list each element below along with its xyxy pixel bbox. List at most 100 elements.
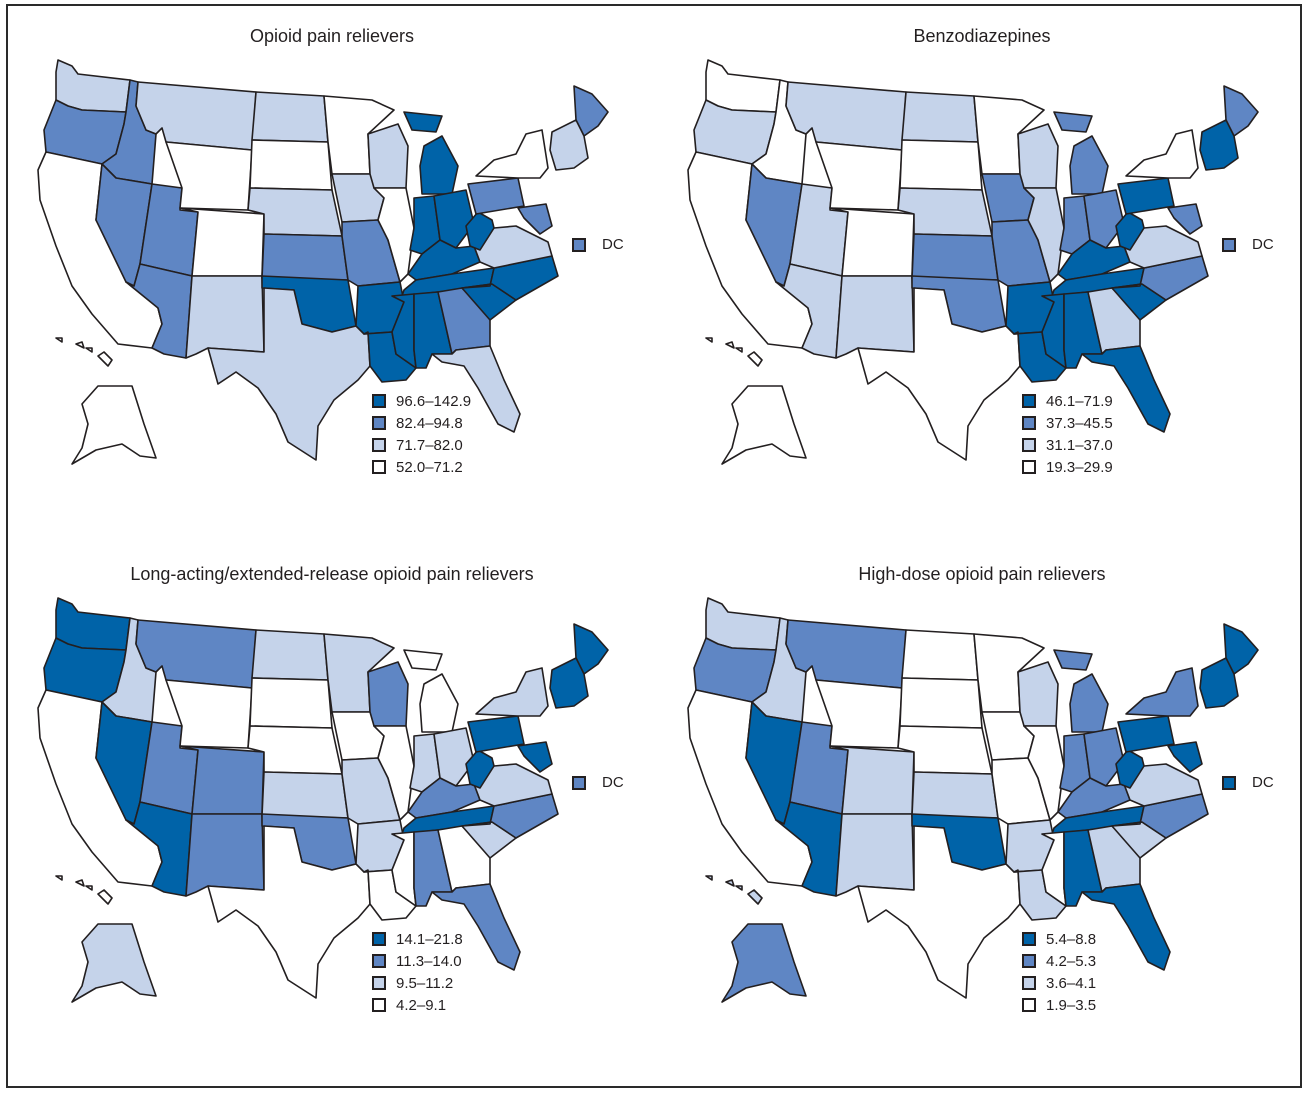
state-ak (71, 385, 157, 465)
legend-swatch (372, 954, 386, 968)
legend-label: 9.5–11.2 (396, 974, 454, 992)
state-ne6 (549, 119, 589, 171)
legend-item: 52.0–71.2 (372, 456, 471, 478)
us-choropleth-map (687, 59, 1259, 465)
legend-item: 46.1–71.9 (1022, 390, 1113, 412)
state-sd (249, 677, 333, 729)
state-md (1167, 203, 1203, 235)
us-choropleth-map (687, 597, 1259, 1003)
legend-item: 3.6–4.1 (1022, 972, 1096, 994)
state-ak (721, 385, 807, 465)
state-wi (367, 123, 409, 189)
state-nd (251, 91, 329, 143)
state-mi (1053, 111, 1109, 195)
state-sd (249, 139, 333, 191)
legend-item: 96.6–142.9 (372, 390, 471, 412)
state-hi (55, 337, 113, 367)
state-il (1023, 725, 1065, 821)
legend-label: 5.4–8.8 (1046, 930, 1097, 948)
legend-swatch (1022, 394, 1036, 408)
state-tx (857, 825, 1021, 999)
state-fl (431, 883, 521, 971)
dc-swatch (1222, 237, 1236, 252)
legend-item: 19.3–29.9 (1022, 456, 1113, 478)
legend-item: 11.3–14.0 (372, 950, 463, 972)
state-mi (403, 649, 459, 733)
dc-indicator: DC (572, 774, 624, 791)
state-ks (261, 771, 349, 819)
state-pa (1117, 177, 1175, 215)
state-nm (835, 813, 915, 897)
state-tx (857, 287, 1021, 461)
legend-swatch (1022, 460, 1036, 474)
dc-indicator: DC (1222, 236, 1274, 253)
legend-swatch (1022, 954, 1036, 968)
state-wa (55, 597, 131, 651)
panel-title: Opioid pain relievers (249, 26, 415, 46)
state-oh (1083, 727, 1125, 787)
legend-swatch (372, 998, 386, 1012)
state-oh (1083, 189, 1125, 249)
state-hi (705, 337, 763, 367)
state-fl (1081, 345, 1171, 433)
legend-label: 31.1–37.0 (1046, 436, 1113, 454)
legend: 46.1–71.9 37.3–45.5 31.1–37.0 19.3–29.9 (1022, 390, 1113, 478)
map-panel-opioid: Opioid pain relievers DC 96.6–142.9 82.4… (12, 10, 652, 550)
state-fl (431, 345, 521, 433)
map-panel-high-dose-opioid: High-dose opioid pain relievers DC 5.4–8… (662, 548, 1302, 1088)
state-oh (433, 727, 475, 787)
map-panel-la-er-opioid: Long-acting/extended-release opioid pain… (12, 548, 652, 1088)
legend-label: 52.0–71.2 (396, 458, 463, 476)
legend-item: 9.5–11.2 (372, 972, 463, 994)
state-ny (475, 667, 549, 717)
state-nm (185, 275, 265, 359)
legend: 96.6–142.9 82.4–94.8 71.7–82.0 52.0–71.2 (372, 390, 471, 478)
state-mi (1053, 649, 1109, 733)
legend-label: 19.3–29.9 (1046, 458, 1113, 476)
legend-label: 4.2–9.1 (396, 996, 447, 1014)
legend-label: 71.7–82.0 (396, 436, 463, 454)
legend-item: 37.3–45.5 (1022, 412, 1113, 434)
legend-item: 82.4–94.8 (372, 412, 471, 434)
state-fl (1081, 883, 1171, 971)
legend-item: 1.9–3.5 (1022, 994, 1096, 1016)
state-wa (705, 597, 781, 651)
state-ny (1125, 129, 1199, 179)
us-choropleth-map (37, 59, 609, 465)
state-il (1023, 187, 1065, 283)
state-md (517, 203, 553, 235)
legend-label: 4.2–5.3 (1046, 952, 1097, 970)
legend-label: 11.3–14.0 (396, 952, 462, 970)
state-mi (403, 111, 459, 195)
figure-frame: Opioid pain relievers DC 96.6–142.9 82.4… (6, 4, 1302, 1088)
state-wa (55, 59, 131, 113)
state-oh (433, 189, 475, 249)
state-nd (901, 629, 979, 681)
state-wi (1017, 661, 1059, 727)
legend-label: 1.9–3.5 (1046, 996, 1097, 1014)
legend-swatch (372, 438, 386, 452)
state-pa (1117, 715, 1175, 753)
state-wi (367, 661, 409, 727)
state-wy (165, 679, 253, 749)
state-tx (207, 825, 371, 999)
state-pa (467, 177, 525, 215)
dc-label: DC (602, 236, 624, 253)
dc-indicator: DC (572, 236, 624, 253)
legend-swatch (1022, 932, 1036, 946)
state-hi (705, 875, 763, 905)
legend-swatch (1022, 416, 1036, 430)
state-ak (721, 923, 807, 1003)
state-ks (911, 233, 999, 281)
legend-item: 14.1–21.8 (372, 928, 463, 950)
state-va (1123, 763, 1203, 807)
legend-item: 4.2–9.1 (372, 994, 463, 1016)
legend-label: 14.1–21.8 (396, 930, 463, 948)
state-wa (705, 59, 781, 113)
legend-item: 5.4–8.8 (1022, 928, 1096, 950)
state-hi (55, 875, 113, 905)
legend-swatch (1022, 998, 1036, 1012)
state-ks (911, 771, 999, 819)
legend-swatch (1022, 438, 1036, 452)
dc-label: DC (602, 774, 624, 791)
